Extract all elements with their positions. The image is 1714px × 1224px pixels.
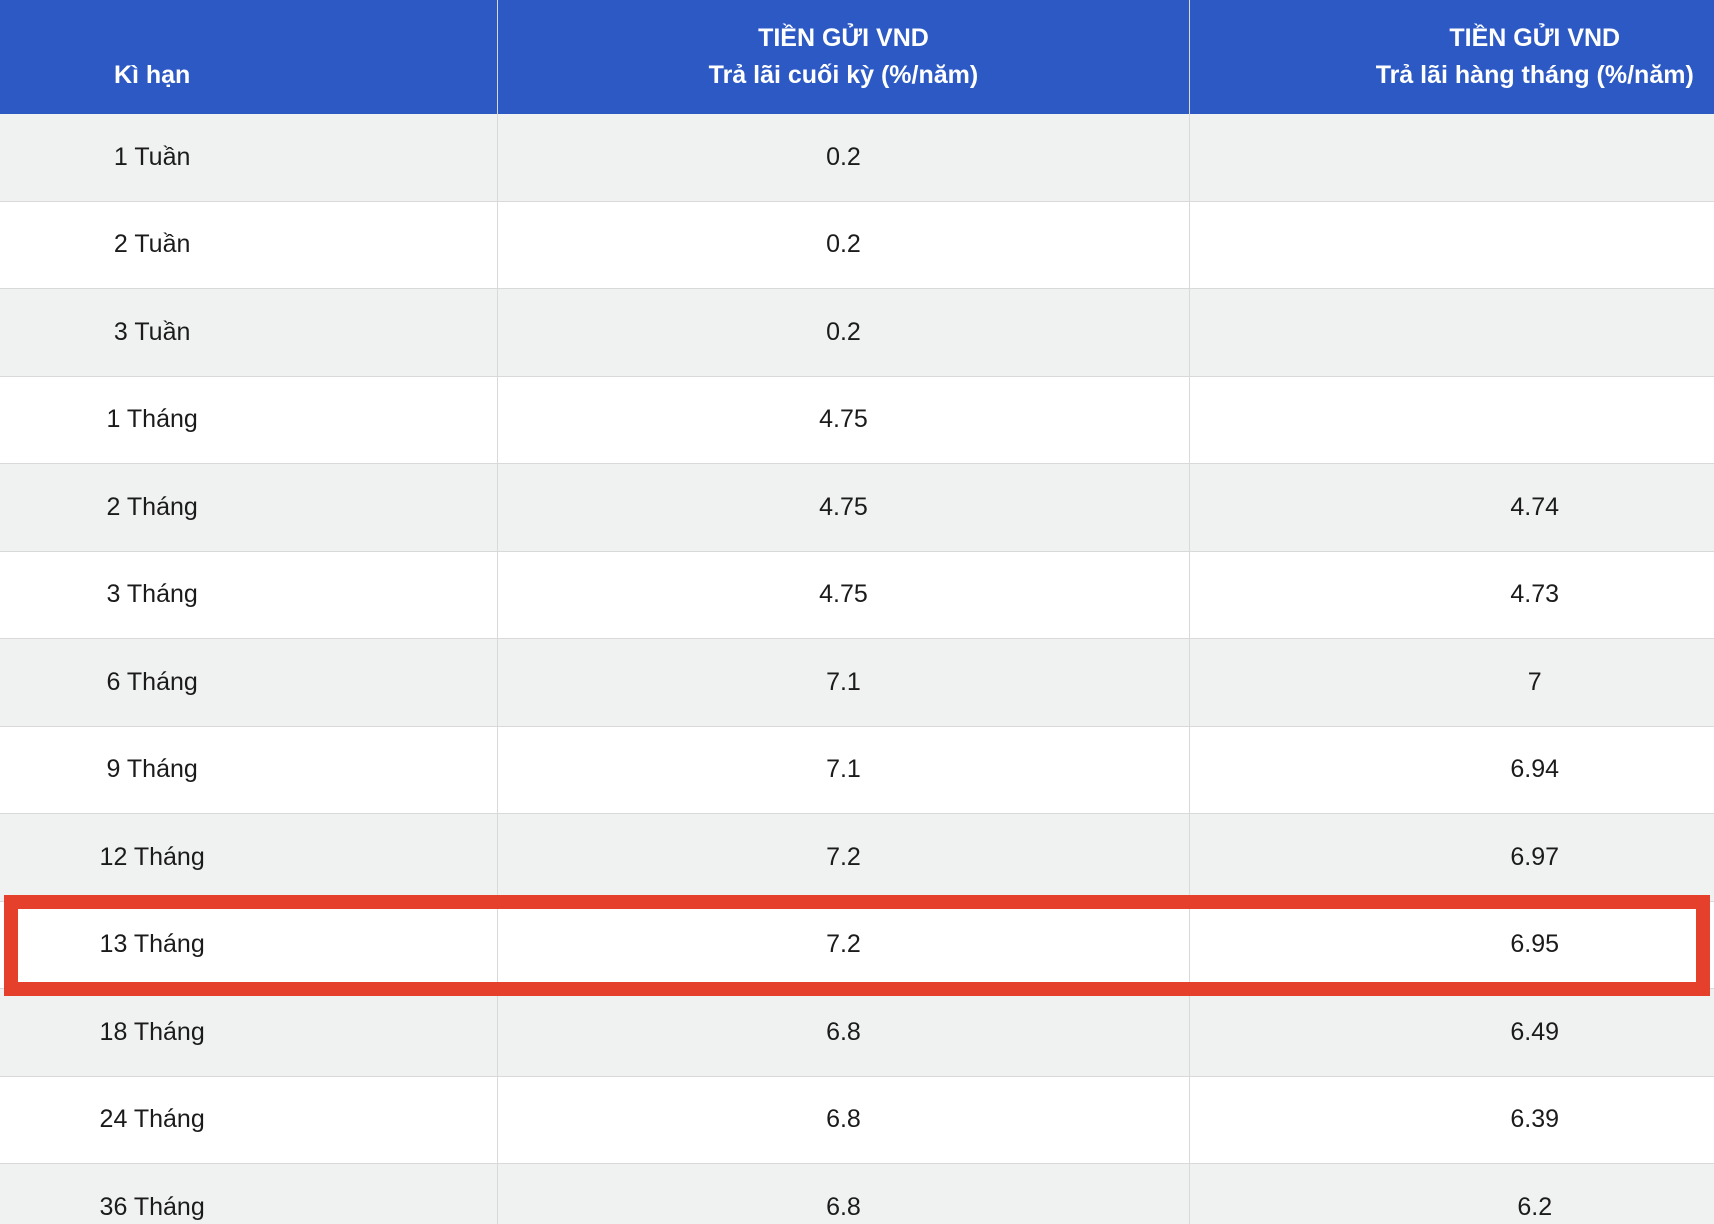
- monthly-rate-cell: 6.39: [1190, 1077, 1714, 1164]
- table-row: 1 Tuần 0.2: [0, 114, 1714, 202]
- table-row: 3 Tuần 0.2: [0, 289, 1714, 377]
- term-label: 18 Tháng: [99, 1017, 205, 1046]
- term-label: 36 Tháng: [99, 1192, 205, 1221]
- header-term-column: Kì hạn: [0, 0, 499, 114]
- table-header-row: Kì hạn TIỀN GỬI VND Trả lãi cuối kỳ (%/n…: [0, 0, 1714, 114]
- monthly-rate-value: 7: [1527, 667, 1542, 696]
- header-subtitle: Kì hạn: [113, 61, 191, 89]
- monthly-rate-cell: 4.73: [1190, 552, 1714, 639]
- monthly-rate-cell: [1190, 114, 1714, 201]
- table-row: 12 Tháng 7.2 6.97: [0, 814, 1714, 902]
- term-label: 1 Tuần: [113, 142, 191, 171]
- term-cell: 12 Tháng: [0, 814, 499, 901]
- end-of-term-rate-value: 7.2: [826, 930, 861, 959]
- term-label: 2 Tuần: [113, 230, 191, 259]
- table-row: 24 Tháng 6.8 6.39: [0, 1076, 1714, 1164]
- table-body: 1 Tuần 0.2 2 Tuần 0.2 3 Tuần 0.2 1 Tháng: [0, 114, 1714, 1224]
- monthly-rate-value: 6.95: [1510, 930, 1560, 959]
- end-of-term-rate-value: 4.75: [819, 405, 868, 434]
- term-label: 24 Tháng: [99, 1105, 205, 1134]
- end-of-term-rate-cell: 4.75: [498, 551, 1190, 638]
- table-row: 1 Tháng 4.75: [0, 376, 1714, 464]
- monthly-rate-value: 4.73: [1510, 580, 1560, 609]
- header-end-of-term-column: TIỀN GỬI VND Trả lãi cuối kỳ (%/năm): [498, 0, 1190, 114]
- end-of-term-rate-cell: 7.1: [498, 726, 1190, 813]
- table-row: 3 Tháng 4.75 4.73: [0, 551, 1714, 639]
- header-subtitle: Trả lãi cuối kỳ (%/năm): [708, 61, 979, 89]
- end-of-term-rate-value: 6.8: [826, 1192, 861, 1221]
- table-row: 2 Tháng 4.75 4.74: [0, 464, 1714, 552]
- end-of-term-rate-cell: 7.2: [498, 814, 1190, 901]
- table-row: 2 Tuần 0.2: [0, 201, 1714, 289]
- monthly-rate-cell: 6.49: [1190, 989, 1714, 1076]
- monthly-rate-value: 6.97: [1510, 842, 1560, 871]
- end-of-term-rate-cell: 4.75: [498, 464, 1190, 551]
- end-of-term-rate-cell: 6.8: [498, 989, 1190, 1076]
- term-cell: 9 Tháng: [0, 726, 499, 813]
- term-label: 1 Tháng: [106, 405, 198, 434]
- end-of-term-rate-cell: 7.1: [498, 639, 1190, 726]
- end-of-term-rate-cell: 0.2: [498, 201, 1190, 288]
- header-subtitle: Trả lãi hàng tháng (%/năm): [1375, 61, 1694, 89]
- monthly-rate-cell: [1190, 289, 1714, 376]
- monthly-rate-cell: [1190, 202, 1714, 289]
- term-cell: 1 Tuần: [0, 114, 499, 201]
- end-of-term-rate-cell: 6.8: [498, 1076, 1190, 1163]
- end-of-term-rate-value: 0.2: [826, 230, 861, 259]
- term-cell: 13 Tháng: [0, 901, 499, 988]
- monthly-rate-cell: 4.74: [1190, 464, 1714, 551]
- term-cell: 24 Tháng: [0, 1076, 499, 1163]
- end-of-term-rate-value: 4.75: [819, 492, 868, 521]
- term-label: 9 Tháng: [106, 755, 198, 784]
- end-of-term-rate-value: 7.1: [826, 667, 861, 696]
- term-label: 3 Tháng: [106, 580, 198, 609]
- term-label: 2 Tháng: [106, 492, 198, 521]
- term-label: 12 Tháng: [99, 842, 205, 871]
- monthly-rate-cell: 6.2: [1190, 1164, 1714, 1224]
- header-monthly-column: TIỀN GỬI VND Trả lãi hàng tháng (%/năm): [1189, 0, 1714, 114]
- end-of-term-rate-cell: 6.8: [498, 1164, 1190, 1224]
- end-of-term-rate-value: 7.2: [826, 842, 861, 871]
- table-row: 36 Tháng 6.8 6.2: [0, 1164, 1714, 1224]
- monthly-rate-value: 6.94: [1510, 755, 1560, 784]
- end-of-term-rate-value: 6.8: [826, 1017, 861, 1046]
- monthly-rate-value: 6.39: [1510, 1105, 1560, 1134]
- monthly-rate-cell: [1190, 377, 1714, 464]
- term-cell: 18 Tháng: [0, 989, 499, 1076]
- end-of-term-rate-cell: 4.75: [498, 376, 1190, 463]
- monthly-rate-value: 6.2: [1517, 1192, 1553, 1221]
- monthly-rate-cell: 6.95: [1190, 902, 1714, 989]
- term-cell: 1 Tháng: [0, 376, 499, 463]
- end-of-term-rate-cell: 0.2: [498, 114, 1190, 201]
- header-title: TIỀN GỬI VND: [758, 24, 929, 52]
- term-label: 3 Tuần: [113, 317, 191, 346]
- monthly-rate-cell: 7: [1190, 639, 1714, 726]
- end-of-term-rate-value: 0.2: [826, 142, 861, 171]
- end-of-term-rate-cell: 0.2: [498, 289, 1190, 376]
- term-cell: 36 Tháng: [0, 1164, 499, 1224]
- end-of-term-rate-cell: 7.2: [498, 901, 1190, 988]
- table-row: 6 Tháng 7.1 7: [0, 639, 1714, 727]
- term-cell: 6 Tháng: [0, 639, 499, 726]
- term-cell: 2 Tuần: [0, 201, 499, 288]
- monthly-rate-cell: 6.94: [1190, 727, 1714, 814]
- table-row: 18 Tháng 6.8 6.49: [0, 989, 1714, 1077]
- table-row: 13 Tháng 7.2 6.95: [0, 901, 1714, 989]
- term-label: 13 Tháng: [99, 930, 205, 959]
- monthly-rate-cell: 6.97: [1190, 814, 1714, 901]
- end-of-term-rate-value: 4.75: [819, 580, 868, 609]
- term-cell: 3 Tuần: [0, 289, 499, 376]
- monthly-rate-value: 6.49: [1510, 1017, 1560, 1046]
- term-cell: 2 Tháng: [0, 464, 499, 551]
- table-row: 9 Tháng 7.1 6.94: [0, 726, 1714, 814]
- term-cell: 3 Tháng: [0, 551, 499, 638]
- term-label: 6 Tháng: [106, 667, 198, 696]
- end-of-term-rate-value: 7.1: [826, 755, 861, 784]
- monthly-rate-value: 4.74: [1510, 492, 1560, 521]
- end-of-term-rate-value: 6.8: [826, 1105, 861, 1134]
- end-of-term-rate-value: 0.2: [826, 317, 861, 346]
- header-title: TIỀN GỬI VND: [1449, 24, 1621, 52]
